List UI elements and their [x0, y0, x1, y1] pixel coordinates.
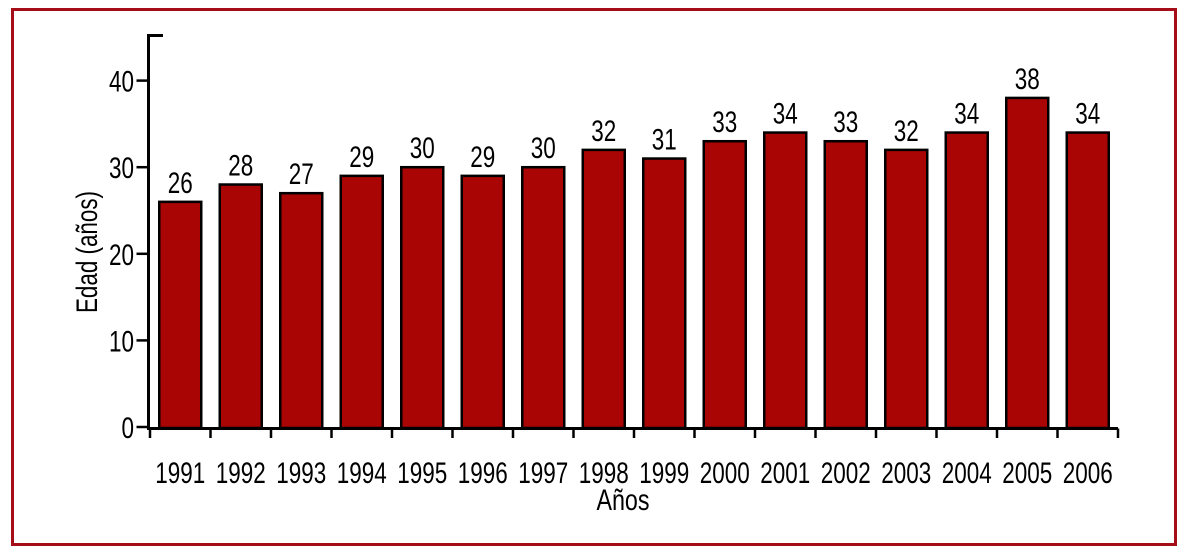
bar: [642, 157, 687, 430]
bar-value-label: 38: [1015, 63, 1040, 96]
bar: [460, 174, 505, 430]
bar: [158, 200, 203, 430]
bar: [521, 165, 566, 430]
bar: [823, 139, 868, 430]
bar: [944, 131, 989, 430]
x-tick-label: 2004: [942, 457, 992, 490]
bar-value-label: 32: [894, 115, 919, 148]
x-tick-label: 2003: [881, 457, 931, 490]
bar-value-label: 30: [410, 132, 435, 165]
bar: [400, 165, 445, 430]
y-tick-label: 30: [109, 152, 134, 185]
x-tick-label: 1994: [337, 457, 387, 490]
y-tick-label: 40: [109, 66, 134, 99]
x-tick-label: 1993: [276, 457, 326, 490]
x-tick-label: 2006: [1063, 457, 1113, 490]
y-tick-label: 10: [109, 325, 134, 358]
bar: [884, 148, 929, 430]
bar-value-label: 27: [289, 158, 314, 191]
x-tick-label: 2005: [1002, 457, 1052, 490]
x-tick-label: 2001: [760, 457, 810, 490]
x-tick-label: 2002: [821, 457, 871, 490]
bar-value-label: 33: [833, 106, 858, 139]
x-tick-label: 1999: [639, 457, 689, 490]
bar-value-label: 28: [228, 150, 253, 183]
x-tick-label: 1996: [458, 457, 508, 490]
x-tick-label: 1998: [579, 457, 629, 490]
bar: [279, 191, 324, 430]
x-tick-label: 2000: [700, 457, 750, 490]
bar-value-label: 32: [591, 115, 616, 148]
y-axis: [147, 34, 163, 430]
bar: [763, 131, 808, 430]
bar-value-label: 30: [531, 132, 556, 165]
bar-value-label: 33: [712, 106, 737, 139]
x-axis-title: Años: [597, 484, 650, 517]
x-tick-label: 1995: [397, 457, 447, 490]
x-tick-label: 1992: [216, 457, 266, 490]
bar-value-label: 29: [470, 141, 495, 174]
bar-value-label: 29: [349, 141, 374, 174]
y-tick-label: 20: [109, 239, 134, 272]
bar: [1065, 131, 1110, 430]
bar: [339, 174, 384, 430]
bar-value-label: 34: [773, 98, 798, 131]
bar: [1005, 96, 1050, 430]
bar: [581, 148, 626, 430]
bar-value-label: 34: [954, 98, 979, 131]
x-tick-label: 1997: [518, 457, 568, 490]
x-tick-label: 1991: [155, 457, 205, 490]
y-tick-label: 0: [122, 412, 135, 445]
y-axis-title: Edad (años): [71, 191, 104, 313]
bar-value-label: 26: [168, 167, 193, 200]
bar-value-label: 34: [1075, 98, 1100, 131]
bar: [702, 139, 747, 430]
figure-border: [11, 8, 1177, 546]
bar-value-label: 31: [652, 124, 677, 157]
bar: [218, 183, 263, 430]
